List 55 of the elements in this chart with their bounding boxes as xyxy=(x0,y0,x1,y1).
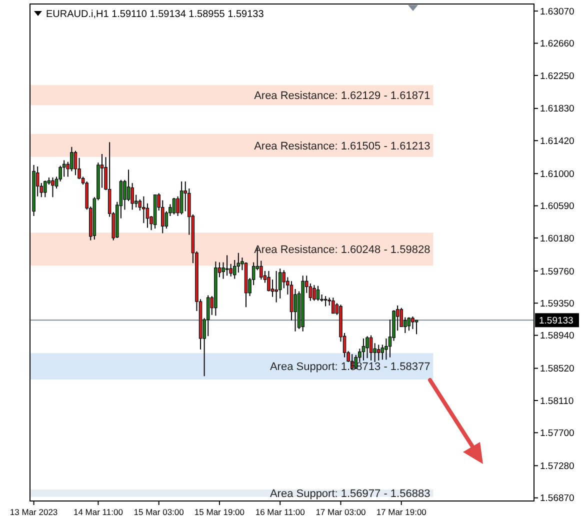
y-tick-label: 1.57280 xyxy=(540,460,574,472)
y-tick-label: 1.58940 xyxy=(540,330,574,342)
candlestick xyxy=(146,202,150,228)
y-tick-label: 1.58110 xyxy=(540,396,574,407)
candlestick xyxy=(407,316,411,332)
candlestick xyxy=(126,169,130,202)
x-tick-label: 15 Mar 19:00 xyxy=(194,507,245,517)
candlestick xyxy=(411,316,414,330)
candlestick xyxy=(362,338,366,361)
x-tick-label: 17 Mar 19:00 xyxy=(376,507,427,517)
candlestick xyxy=(414,320,418,335)
band-label: Area Support: 1.56977 - 1.56883 xyxy=(270,488,430,500)
candlestick xyxy=(308,283,312,302)
x-tick-label: 13 Mar 2023 xyxy=(10,507,58,517)
y-tick-label: 1.59760 xyxy=(540,266,574,278)
y-tick-label: 1.56870 xyxy=(540,493,574,504)
y-tick-label: 1.58520 xyxy=(540,364,574,375)
y-tick-label: 1.62250 xyxy=(540,70,574,82)
band-label: Area Support: 1.58713 - 1.58377 xyxy=(270,361,430,374)
candlestick xyxy=(369,334,373,361)
y-tick-label: 1.63070 xyxy=(540,6,574,18)
candlestick xyxy=(278,268,282,299)
band-label: Area Resistance: 1.62129 - 1.61871 xyxy=(254,90,430,102)
y-tick-label: 1.61830 xyxy=(540,104,574,115)
candlestick xyxy=(180,180,184,215)
y-tick-label: 1.59350 xyxy=(540,298,574,310)
candlestick xyxy=(270,279,274,298)
ref-line-label: 1.59133 xyxy=(539,316,574,327)
candlestick xyxy=(366,336,369,359)
candlestick xyxy=(62,160,66,178)
text: EURAUD.i,H1 1.59110 1.59134 1.58955 1.59133 xyxy=(46,9,264,20)
y-tick-label: 1.61000 xyxy=(540,168,574,180)
y-tick-label: 1.62660 xyxy=(540,38,574,50)
y-tick-label: 1.60590 xyxy=(540,201,574,212)
candlestick xyxy=(332,297,335,314)
candlestick xyxy=(294,288,297,332)
x-tick-label: 15 Mar 03:00 xyxy=(134,507,184,517)
x-tick-label: 17 Mar 03:00 xyxy=(316,507,366,517)
candlestick xyxy=(74,150,78,176)
band-label: Area Resistance: 1.61505 - 1.61213 xyxy=(254,140,430,152)
y-tick-label: 1.60180 xyxy=(540,233,574,244)
candlestick xyxy=(274,270,278,303)
x-tick-label: 14 Mar 11:00 xyxy=(73,507,124,517)
candlestick xyxy=(51,177,54,198)
candlestick xyxy=(142,196,146,224)
candlestick xyxy=(377,344,380,361)
candlestick xyxy=(316,285,320,302)
y-tick-label: 1.57700 xyxy=(540,428,574,440)
candlestick xyxy=(172,197,176,215)
x-tick-label: 16 Mar 11:00 xyxy=(255,507,306,517)
candlestick xyxy=(225,254,229,276)
y-tick-label: 1.61420 xyxy=(540,136,574,147)
candlestick xyxy=(324,296,328,307)
candlestick xyxy=(44,180,47,198)
candlestick xyxy=(312,284,316,302)
